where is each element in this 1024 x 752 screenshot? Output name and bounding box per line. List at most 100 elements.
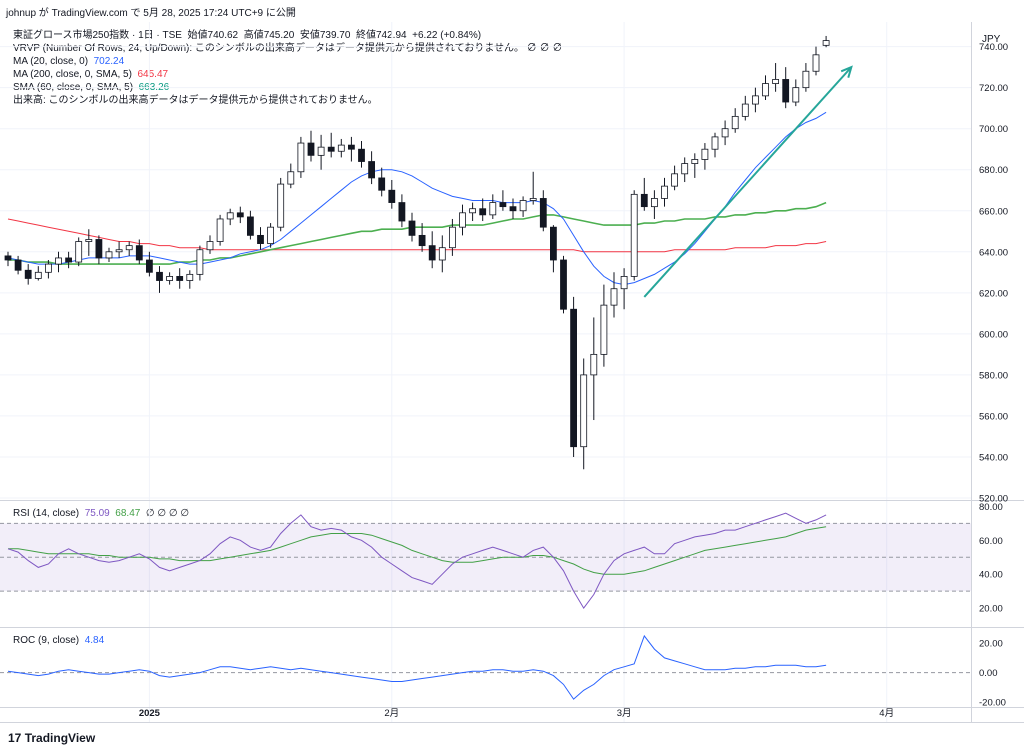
rsi-legend[interactable]: RSI (14, close) 75.09 68.47 ∅ ∅ ∅ ∅: [13, 507, 189, 520]
rsi-signal-line: [8, 526, 827, 575]
legend-symbol-line: 東証グロース市場250指数 · 1日 · TSE 始値740.62 高値745.…: [13, 29, 481, 42]
rsi-legend-nulls: ∅ ∅ ∅ ∅: [145, 508, 190, 519]
rsi-tick-label: 40.00: [979, 570, 1003, 581]
candle: [762, 75, 769, 100]
legend-ma200[interactable]: MA (200, close, 0, SMA, 5) 645.47: [13, 68, 168, 81]
candle: [257, 227, 264, 250]
candle-down: [782, 79, 790, 103]
candle: [560, 255, 567, 314]
candle-up: [216, 218, 224, 242]
candle: [519, 196, 527, 217]
legend-ma20[interactable]: MA (20, close, 0) 702.24: [13, 55, 124, 68]
legend-symbol[interactable]: 東証グロース市場250指数 · 1日 · TSE: [13, 30, 182, 41]
candle: [580, 358, 588, 470]
candle-up: [661, 185, 668, 199]
candle: [711, 132, 719, 158]
candle: [24, 264, 32, 285]
candle-up: [489, 202, 497, 216]
candle-up: [75, 241, 83, 263]
candle-up: [105, 251, 113, 259]
pane-borders: [0, 22, 1024, 723]
candle: [14, 255, 22, 275]
ma20-line: [7, 111, 827, 286]
candle: [34, 266, 42, 281]
candle-down: [65, 257, 72, 263]
footer-brand-name: TradingView: [24, 731, 96, 745]
candle-up: [721, 128, 729, 138]
candle-up: [267, 226, 275, 244]
candles: [4, 35, 830, 470]
candle-up: [226, 212, 234, 220]
footer-brand[interactable]: 17 TradingView: [8, 731, 95, 745]
candle: [75, 237, 83, 267]
candle-up: [297, 142, 305, 173]
candle: [640, 177, 648, 211]
candle-up: [610, 288, 618, 306]
candle-up: [802, 70, 810, 89]
candle: [822, 35, 830, 48]
roc-legend[interactable]: ROC (9, close) 4.84: [13, 634, 104, 647]
legend-high: 745.20: [263, 30, 295, 41]
candle-up: [731, 115, 739, 130]
candle-up: [822, 40, 830, 46]
candle-up: [600, 304, 608, 355]
candle-down: [640, 193, 648, 208]
candle: [681, 157, 689, 183]
candle-down: [236, 212, 244, 218]
candle-down: [388, 189, 396, 203]
legend-vrvp[interactable]: VRVP (Number Of Rows, 24, Up/Down): このシン…: [13, 43, 563, 54]
price-tick-label: 520.00: [979, 494, 1008, 505]
candle: [509, 198, 517, 219]
price-tick-label: 660.00: [979, 206, 1008, 217]
candle: [741, 95, 749, 121]
candle-up: [438, 247, 446, 261]
candle: [317, 134, 325, 170]
candle: [731, 108, 739, 133]
rsi-legend-value: 75.09: [84, 508, 110, 519]
trend-arrow-drawing: [643, 65, 853, 298]
legend-ma20-value: 702.24: [93, 56, 125, 67]
price-tick-label: 580.00: [979, 370, 1008, 381]
candle-up: [206, 241, 214, 251]
legend-ma200-label: MA (200, close, 0, SMA, 5): [13, 69, 132, 80]
candle-up: [701, 148, 709, 160]
candle-up: [55, 257, 62, 265]
indicator-lines: [7, 111, 827, 700]
candle: [812, 46, 820, 76]
candle-up: [741, 103, 749, 117]
time-tick-label: 4月: [879, 708, 894, 719]
candle-up: [691, 159, 699, 164]
candle: [610, 272, 618, 318]
time-tick-label: 2025: [139, 708, 161, 719]
price-tick-label: 540.00: [979, 452, 1008, 463]
candle-down: [539, 198, 547, 228]
candle: [479, 198, 487, 222]
candle-up: [529, 198, 537, 201]
candle-down: [378, 177, 386, 191]
candle: [620, 268, 628, 310]
candle: [297, 136, 305, 178]
candle: [448, 218, 456, 256]
candle: [166, 272, 174, 285]
candle: [550, 225, 557, 273]
price-tick-label: 740.00: [979, 42, 1008, 53]
candle: [196, 245, 204, 281]
candle: [307, 130, 315, 162]
roc-tick-label: -20.00: [979, 698, 1006, 709]
candle-down: [418, 234, 426, 247]
candle: [176, 268, 184, 289]
candle-down: [156, 271, 163, 281]
legend-low-label: 安値: [299, 30, 320, 41]
candle: [368, 151, 376, 185]
candle-down: [479, 208, 487, 216]
published-by-line: johnup が TradingView.com で 5月 28, 2025 1…: [6, 8, 296, 19]
candle: [4, 251, 12, 267]
candle-up: [630, 193, 638, 277]
candle-up: [752, 95, 759, 105]
candle-down: [145, 259, 153, 273]
price-tick-label: 700.00: [979, 124, 1008, 135]
roc-tick-label: 20.00: [979, 639, 1003, 650]
legend-volume[interactable]: 出来高: このシンボルの出来高データはデータ提供元から提供されておりません。: [13, 95, 378, 106]
sma60-line: [8, 201, 827, 265]
